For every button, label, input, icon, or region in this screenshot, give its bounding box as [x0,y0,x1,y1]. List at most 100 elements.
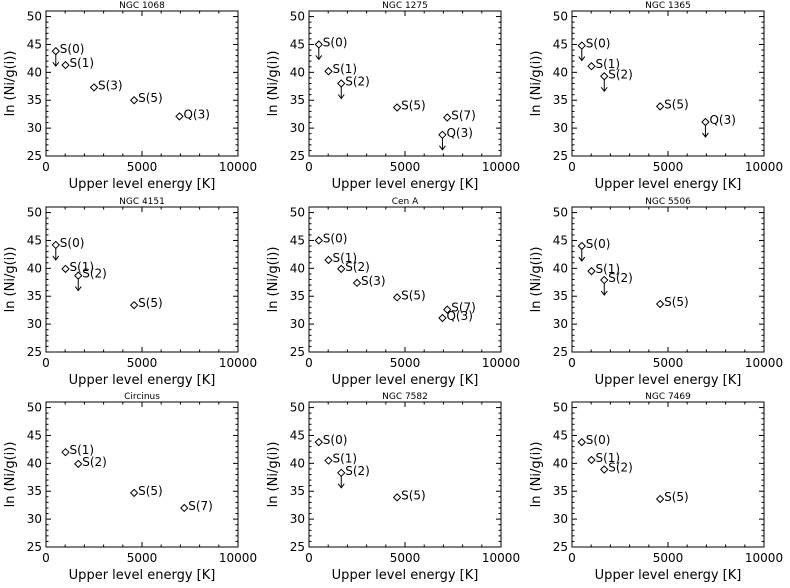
data-point: S(0) [314,35,347,61]
x-tick-label: 0 [42,356,50,370]
x-axis-label: Upper level energy [K] [595,177,742,192]
point-label: S(3) [98,78,123,92]
y-tick-label: 25 [27,345,42,359]
panel-title: NGC 5506 [645,197,691,207]
y-tick-label: 50 [27,10,42,24]
y-tick-label: 45 [553,37,568,51]
upper-limit-arrowhead [52,61,60,67]
y-tick-label: 40 [27,261,42,275]
diamond-marker [577,437,586,447]
diamond-marker [314,437,323,447]
upper-limit-arrowhead [600,86,608,93]
y-tick-label: 35 [290,93,305,107]
plot-frame [571,401,765,548]
diamond-marker [324,255,333,265]
upper-limit-arrowhead [439,145,446,151]
y-tick-label: 50 [553,206,568,220]
upper-limit-arrowhead [337,483,345,489]
data-point: S(1) [324,251,357,265]
y-tick-label: 25 [553,540,568,554]
point-label: S(0) [586,237,611,251]
point-label: S(5) [138,484,163,498]
diamond-marker [600,275,609,285]
data-point: S(1) [61,56,94,70]
upper-limit-arrowhead [600,290,608,296]
y-tick-label: 40 [553,65,568,79]
y-tick-label: 35 [290,484,305,498]
data-point: S(1) [587,57,620,71]
y-axis-label: ln (Ni/g(i)) [529,51,544,117]
x-tick-label: 0 [568,551,576,565]
panel-title: NGC 1365 [645,1,691,11]
panel-title: NGC 1275 [382,1,428,11]
point-label: S(7) [188,499,213,513]
y-axis-label: ln (Ni/g(i)) [266,442,281,508]
diamond-marker [61,60,70,70]
upper-limit-arrowhead [315,55,323,61]
data-point: S(2) [600,271,633,296]
plot-frame [45,401,239,548]
x-tick-label: 10000 [219,356,257,370]
y-tick-label: 45 [290,37,305,51]
y-tick-label: 30 [27,512,42,526]
x-tick-label: 0 [305,356,313,370]
y-tick-label: 30 [27,121,42,135]
data-point: Q(3) [438,309,473,323]
panel-title: NGC 4151 [119,197,165,207]
x-tick-label: 5000 [127,551,158,565]
point-label: S(1) [69,443,94,457]
y-tick-label: 45 [553,428,568,442]
data-point: S(1) [587,262,620,276]
diamond-marker [74,459,83,469]
diamond-marker [175,112,184,121]
panel-8: NGC 7582 0 5000 10000 25 30 35 40 45 50 Upper leve… [266,392,520,583]
diamond-marker [74,271,83,280]
x-axis-label: Upper level energy [K] [69,568,216,583]
y-tick-label: 25 [290,149,305,163]
y-tick-label: 35 [27,93,42,107]
data-point: S(5) [392,488,426,502]
diamond-marker [337,264,346,274]
diamond-marker [180,503,189,513]
data-point: S(0) [314,433,347,447]
data-point: S(2) [74,455,107,469]
y-tick-label: 30 [290,512,305,526]
data-point: S(2) [600,460,633,474]
diamond-marker [324,67,333,76]
y-axis-label: ln (Ni/g(i)) [3,442,18,508]
x-tick-label: 0 [42,160,50,174]
x-tick-label: 0 [305,551,313,565]
diamond-marker [314,40,323,49]
data-point: S(2) [337,464,370,489]
y-tick-label: 35 [27,289,42,303]
diamond-marker [655,299,665,309]
data-point: Q(3) [438,126,473,151]
y-tick-label: 25 [27,149,42,163]
diamond-marker [129,300,139,310]
x-tick-label: 10000 [482,356,520,370]
y-tick-label: 40 [553,261,568,275]
diamond-marker [577,41,586,50]
data-point: S(3) [89,78,123,92]
data-point: S(2) [74,267,107,292]
point-label: S(1) [332,62,357,76]
data-point: S(7) [180,499,213,513]
data-point: S(1) [324,62,357,76]
x-tick-label: 10000 [745,160,783,174]
y-tick-label: 45 [553,233,568,247]
data-point: S(0) [577,237,611,262]
diamond-marker [600,465,609,474]
point-label: S(0) [586,433,611,447]
point-label: S(0) [60,42,85,56]
diamond-marker [337,468,346,478]
data-point: S(0) [314,231,347,245]
point-label: S(5) [401,288,426,302]
diamond-marker [443,305,452,314]
diamond-marker [337,79,346,88]
diamond-marker [701,117,710,127]
diamond-marker [438,130,447,140]
diamond-marker [129,96,139,105]
panel-9: NGC 7469 0 5000 10000 25 30 35 40 45 50 Upper leve… [529,392,783,583]
x-axis-label: Upper level energy [K] [332,568,479,583]
y-tick-label: 45 [27,428,42,442]
